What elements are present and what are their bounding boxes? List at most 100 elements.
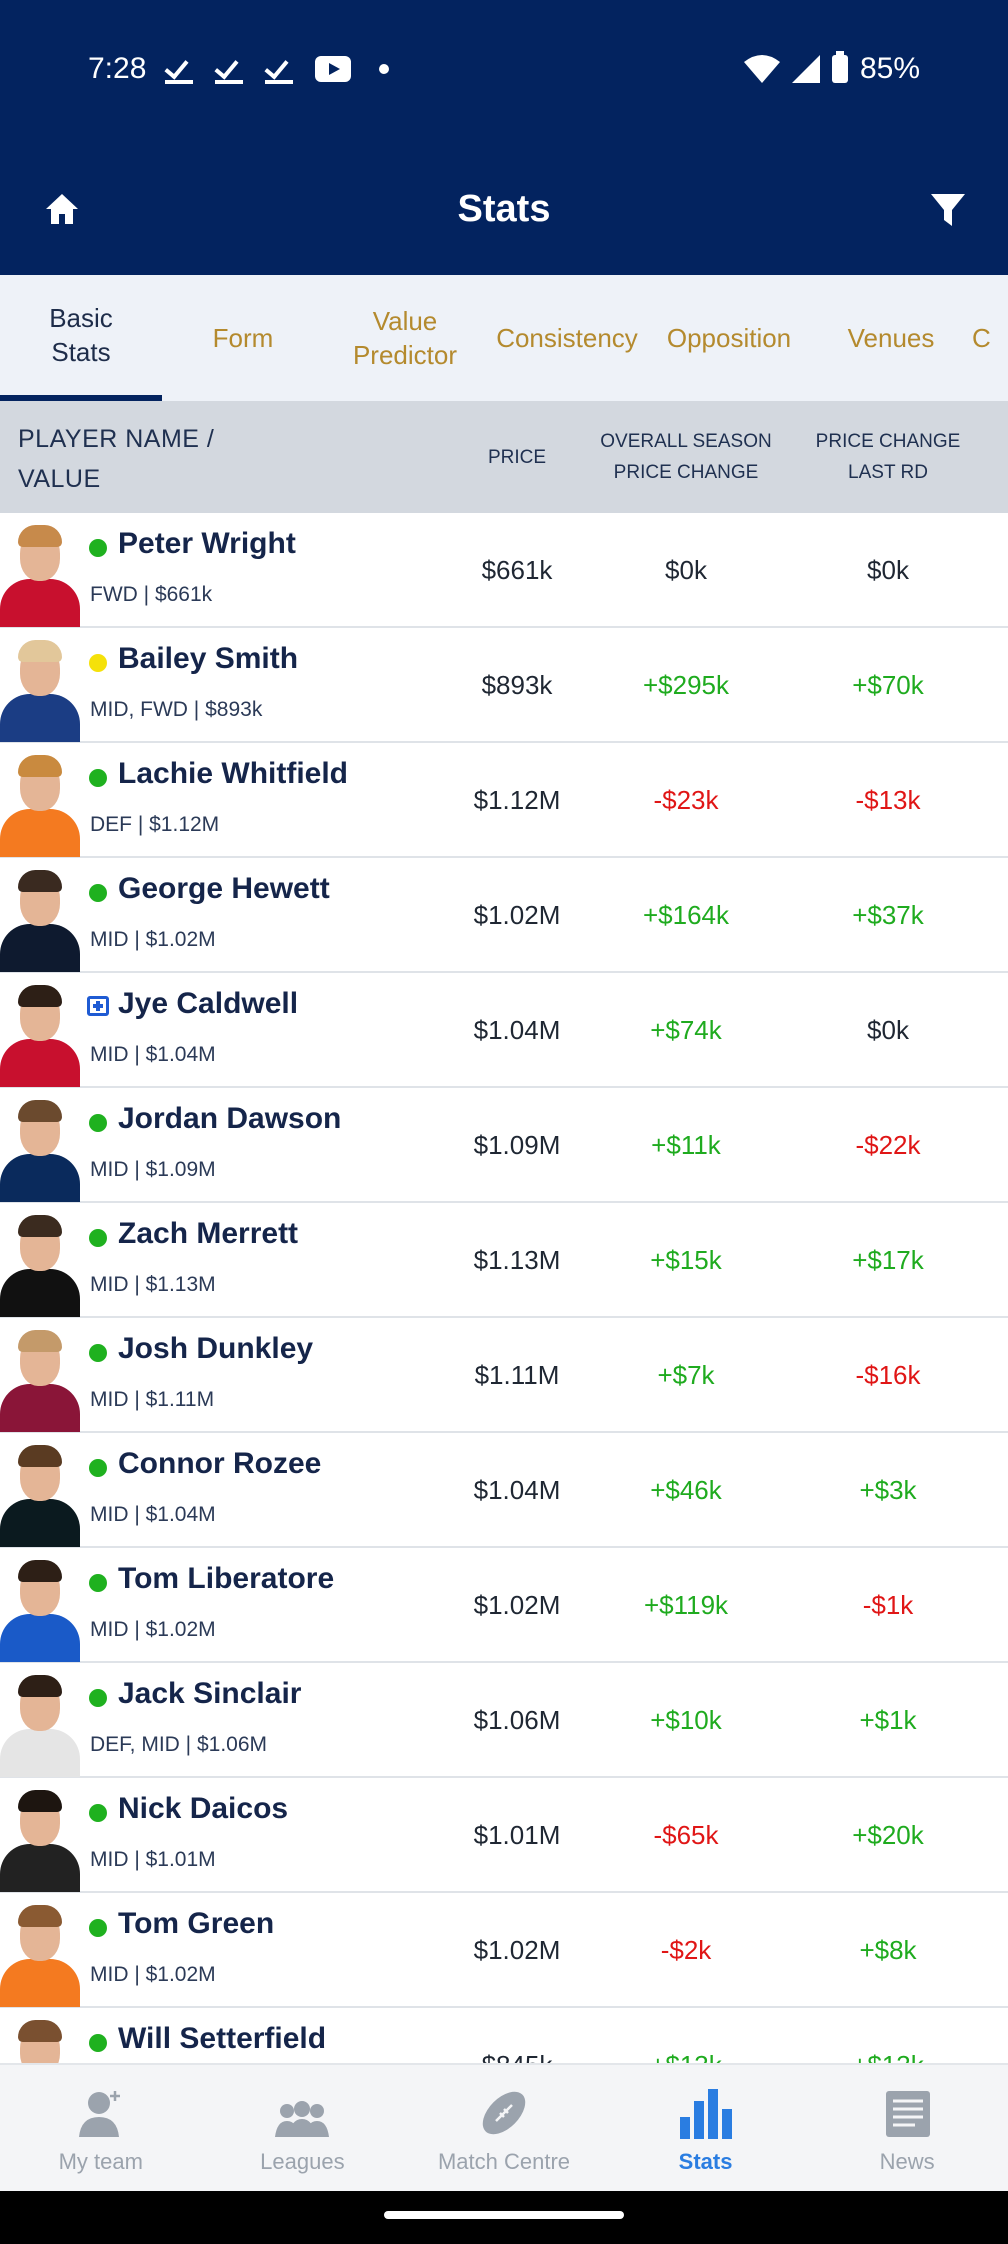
tab-value-predictor[interactable]: Value Predictor [352,306,458,370]
last-round-price-change: +$13k [784,2008,992,2063]
player-position-value: MID | $1.02M [90,1618,216,1641]
player-name[interactable]: Nick Daicos [118,1792,289,1825]
page-title: Stats [457,188,551,230]
player-price: $845k [446,2008,588,2063]
table-row[interactable]: Jye Caldwell MID | $1.04M $1.04M +$74k $0k [0,973,1008,1088]
bottom-navigation: My team Leagues Match Centre Stats News [0,2063,1008,2191]
player-name[interactable]: Bailey Smith [118,642,299,675]
player-position-value: DEF, MID | $1.06M [90,1733,268,1756]
player-name[interactable]: George Hewett [118,872,330,905]
last-round-price-change: +$20k [852,1820,924,1850]
last-round-price-change: +$1k [859,1705,917,1735]
player-status-dot [89,2034,107,2052]
player-status-dot [89,654,107,672]
last-round-price-change: +$3k [859,1475,917,1505]
table-row[interactable]: George Hewett MID | $1.02M $1.02M +$164k +$3… [0,858,1008,973]
player-name[interactable]: Connor Rozee [118,1447,322,1480]
player-photo [0,638,80,742]
player-photo [0,1788,80,1892]
table-row[interactable]: Bailey Smith MID, FWD | $893k $893k +$295k +… [0,628,1008,743]
table-row[interactable]: Josh Dunkley MID | $1.11M $1.11M +$7k -$16k [0,1318,1008,1433]
player-price: $1.04M [473,1475,561,1505]
player-name[interactable]: Tom Liberatore [118,1562,335,1595]
player-list: Peter Wright FWD | $661k $661k $0k $0k Bailey… [0,513,1008,2063]
youtube-icon [315,56,351,82]
column-price[interactable]: PRICE [487,446,547,468]
player-position-value: MID | $1.09M [90,1158,216,1181]
filter-icon[interactable] [930,192,966,228]
season-price-change: $0k [665,555,707,585]
tab-more[interactable]: C [972,323,991,353]
battery-percent: 85% [859,52,920,85]
nav-label: My team [58,2149,143,2174]
player-name[interactable]: Jordan Dawson [118,1102,342,1135]
player-name[interactable]: Will Setterfield [118,2022,327,2055]
player-photo [0,523,80,627]
tab-form[interactable]: Form [212,323,274,353]
player-name[interactable]: Tom Green [118,1907,275,1940]
app-header: 7:28 85% Stats [0,0,1008,275]
nav-label: Match Centre [437,2149,571,2174]
table-row[interactable]: Will Setterfield$845k+$13k+$13k [0,2008,1008,2063]
player-status-dot [89,1344,107,1362]
last-round-price-change: $0k [867,555,909,585]
season-price-change: +$10k [650,1705,722,1735]
season-price-change: +$295k [642,670,730,700]
player-name[interactable]: Jye Caldwell [118,987,299,1020]
column-season-price-change[interactable]: OVERALL SEASON PRICE CHANGE [600,431,772,483]
player-position-value: MID | $1.02M [90,928,216,951]
check-icon [215,54,245,84]
player-name[interactable]: Josh Dunkley [118,1332,314,1365]
table-row[interactable]: Zach Merrett MID | $1.13M $1.13M +$15k +$17k [0,1203,1008,1318]
bar-chart-icon [676,2087,736,2139]
last-round-price-change: -$22k [855,1130,921,1160]
player-price: $1.13M [473,1245,561,1275]
table-row[interactable]: Connor Rozee MID | $1.04M $1.04M +$46k +$3k [0,1433,1008,1548]
last-round-price-change: $0k [867,1015,909,1045]
medical-kit-icon [87,996,109,1016]
player-position-value: MID | $1.04M [90,1503,216,1526]
tab-venues[interactable]: Venues [847,323,935,353]
nav-match-centre[interactable]: Match Centre [403,2065,605,2191]
season-price-change: +$7k [657,1360,715,1390]
player-name[interactable]: Peter Wright [118,527,296,560]
season-price-change: -$65k [653,1820,719,1850]
table-row[interactable]: Peter Wright FWD | $661k $661k $0k $0k [0,513,1008,628]
nav-stats[interactable]: Stats [605,2065,807,2191]
column-price-change-last-round[interactable]: PRICE CHANGE LAST RD [815,431,961,483]
table-header: PLAYER NAME / VALUE PRICE OVERALL SEASON… [0,401,1008,513]
notification-icons [165,54,389,84]
table-row[interactable]: Nick Daicos MID | $1.01M $1.01M -$65k +$20k [0,1778,1008,1893]
table-row[interactable]: Tom Liberatore MID | $1.02M $1.02M +$119k -$… [0,1548,1008,1663]
last-round-price-change: -$1k [862,1590,914,1620]
gesture-handle[interactable] [384,2211,624,2219]
player-status-dot [89,1919,107,1937]
last-round-price-change: +$37k [852,900,924,930]
home-icon[interactable] [44,192,80,226]
nav-leagues[interactable]: Leagues [202,2065,404,2191]
player-price: $1.12M [473,785,561,815]
nav-news[interactable]: News [806,2065,1008,2191]
player-position-value: MID | $1.04M [90,1043,216,1066]
table-row[interactable]: Lachie Whitfield DEF | $1.12M $1.12M -$23k -… [0,743,1008,858]
season-price-change: +$11k [651,1130,721,1160]
battery-icon [831,51,848,83]
player-name[interactable]: Lachie Whitfield [118,757,349,790]
nav-my-team[interactable]: My team [0,2065,202,2191]
player-name[interactable]: Zach Merrett [118,1217,299,1250]
table-row[interactable]: Jack Sinclair DEF, MID | $1.06M $1.06M +$10… [0,1663,1008,1778]
last-round-price-change: +$8k [859,1935,917,1965]
player-photo [0,1098,80,1202]
player-price: $893k [481,670,553,700]
player-position-value: FWD | $661k [90,583,213,606]
tab-basic-stats[interactable]: Basic Stats [0,275,162,401]
tab-consistency[interactable]: Consistency [496,323,638,353]
season-price-change: +$74k [650,1015,722,1045]
tab-opposition[interactable]: Opposition [666,323,792,353]
player-name[interactable]: Jack Sinclair [118,1677,302,1710]
nav-label: Stats [678,2149,733,2174]
table-row[interactable]: Jordan Dawson MID | $1.09M $1.09M +$11k -$22… [0,1088,1008,1203]
player-photo [0,1673,80,1777]
column-player-name[interactable]: PLAYER NAME / VALUE [18,425,215,493]
table-row[interactable]: Tom Green MID | $1.02M $1.02M -$2k +$8k [0,1893,1008,2008]
